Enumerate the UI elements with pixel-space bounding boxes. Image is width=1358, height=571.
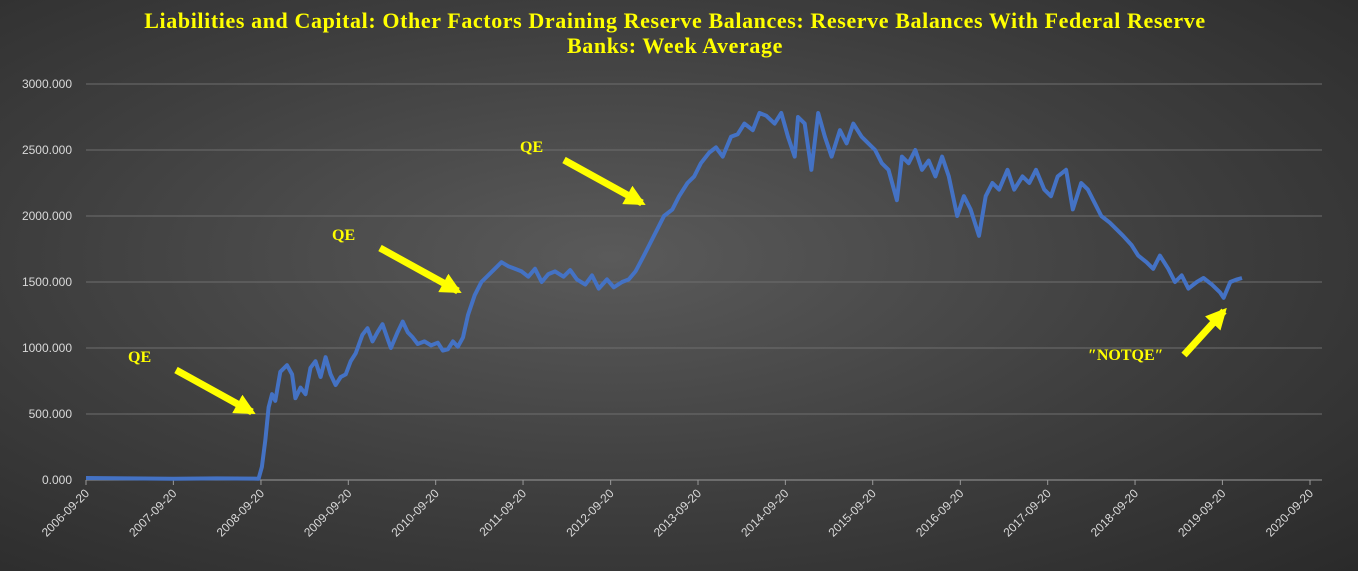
x-tick-label: 2007-09-20	[126, 486, 180, 540]
annotation: QE	[128, 349, 151, 366]
x-tick-label: 2013-09-20	[651, 486, 705, 540]
y-tick-label: 1000.000	[22, 341, 72, 355]
annotation: QE	[520, 139, 543, 156]
x-tick-label: 2011-09-20	[476, 486, 529, 539]
x-tick-label: 2018-09-20	[1088, 486, 1142, 540]
x-tick-label: 2008-09-20	[214, 486, 268, 540]
arrow	[174, 366, 256, 416]
arrow	[562, 156, 646, 207]
x-tick-label: 2016-09-20	[913, 486, 967, 540]
annotation: ″NOTQE″	[1088, 347, 1163, 364]
y-tick-label: 3000.000	[22, 77, 72, 91]
y-tick-label: 2000.000	[22, 209, 72, 223]
series-line	[85, 111, 1243, 481]
y-tick-label: 0.000	[42, 473, 72, 487]
arrow	[378, 244, 462, 295]
x-tick-label: 2017-09-20	[1000, 486, 1054, 540]
x-tick-label: 2010-09-20	[388, 486, 442, 540]
arrow	[1181, 307, 1227, 358]
x-tick-label: 2006-09-20	[39, 486, 93, 540]
x-tick-label: 2014-09-20	[738, 486, 792, 540]
x-tick-label: 2015-09-20	[826, 486, 880, 540]
x-tick-label: 2020-09-20	[1263, 486, 1317, 540]
annotation: QE	[332, 227, 355, 244]
x-tick-label: 2019-09-20	[1175, 486, 1229, 540]
chart-title: Liabilities and Capital: Other Factors D…	[144, 8, 1206, 58]
y-tick-label: 500.000	[29, 407, 73, 421]
y-tick-label: 2500.000	[22, 143, 72, 157]
x-tick-label: 2012-09-20	[563, 486, 617, 540]
y-tick-label: 1500.000	[22, 275, 72, 289]
x-tick-label: 2009-09-20	[301, 486, 355, 540]
